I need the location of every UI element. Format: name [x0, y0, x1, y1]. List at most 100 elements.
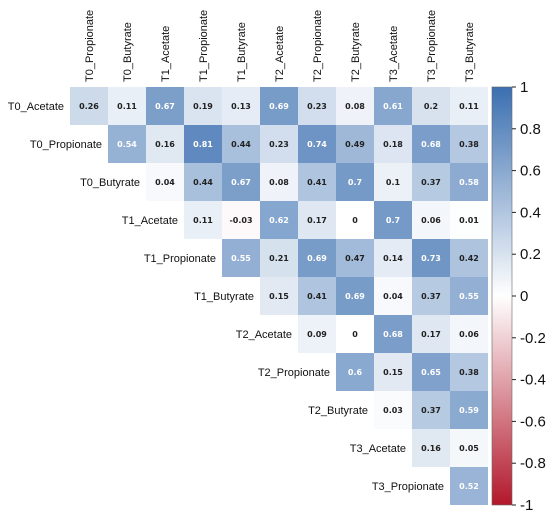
heatmap-cell	[108, 125, 146, 163]
cell-value-label: 0.21	[269, 254, 289, 263]
cell-value-label: 0.13	[231, 102, 251, 111]
heatmap-cell	[450, 201, 488, 239]
cell-value-label: 0.08	[345, 102, 365, 111]
cell-value-label: 0.42	[459, 254, 479, 263]
heatmap-cell	[70, 87, 108, 125]
cell-value-label: 0.69	[345, 292, 365, 301]
heatmap-cell	[450, 163, 488, 201]
heatmap-cell	[450, 467, 488, 505]
cell-value-label: 0.2	[424, 102, 438, 111]
cell-value-label: 0.15	[269, 292, 289, 301]
column-label: T2_Propionate	[312, 10, 324, 82]
row-label: T2_Propionate	[258, 367, 330, 379]
heatmap-cell	[298, 87, 336, 125]
heatmap-cell	[260, 163, 298, 201]
column-label: T1_Propionate	[198, 10, 210, 82]
heatmap-cell	[146, 163, 184, 201]
cell-value-label: 0.14	[383, 254, 403, 263]
colorbar-tick-label: 0.4	[520, 204, 541, 221]
cell-value-label: 0.69	[307, 254, 327, 263]
cell-value-label: 0.37	[421, 178, 441, 187]
row-label: T0_Butyrate	[80, 177, 140, 189]
cell-value-label: 0.09	[307, 330, 327, 339]
heatmap-cell	[260, 201, 298, 239]
cell-value-label: 0.44	[193, 178, 213, 187]
heatmap-cell	[374, 87, 412, 125]
cell-value-label: 0.16	[155, 140, 175, 149]
heatmap-cell	[412, 163, 450, 201]
column-label: T0_Propionate	[84, 10, 96, 82]
column-label: T3_Acetate	[388, 26, 400, 82]
heatmap-cell	[374, 391, 412, 429]
heatmap-cell	[374, 125, 412, 163]
heatmap-cell	[336, 315, 374, 353]
colorbar-tick-label: -0.2	[520, 330, 546, 347]
colorbar-tick-label: -0.8	[520, 455, 546, 472]
row-label: T2_Butyrate	[308, 405, 368, 417]
row-label: T2_Acetate	[236, 329, 292, 341]
heatmap-cell	[298, 125, 336, 163]
colorbar-tick-label: 0	[520, 288, 528, 305]
heatmap-cell	[260, 125, 298, 163]
heatmap-cell	[374, 353, 412, 391]
colorbar-tick-label: 0.6	[520, 163, 541, 180]
heatmap-cell	[412, 391, 450, 429]
heatmap-cell	[374, 239, 412, 277]
cell-value-label: 0.23	[307, 102, 327, 111]
cell-value-label: 0.19	[193, 102, 213, 111]
cell-value-label: 0.41	[307, 292, 327, 301]
cell-value-label: 0.37	[421, 292, 441, 301]
heatmap-cell	[184, 163, 222, 201]
cell-value-label: 0.49	[345, 140, 365, 149]
column-label: T2_Butyrate	[350, 22, 362, 82]
heatmap-cell	[336, 125, 374, 163]
column-label: T2_Acetate	[274, 26, 286, 82]
heatmap-cell	[222, 201, 260, 239]
colorbar-tick-label: -0.4	[520, 372, 546, 389]
cell-value-label: 0.38	[459, 140, 479, 149]
heatmap-cell	[450, 239, 488, 277]
cell-value-label: 0.01	[459, 216, 479, 225]
heatmap-cell	[412, 239, 450, 277]
row-label: T1_Propionate	[144, 253, 216, 265]
cell-value-label: 0.08	[269, 178, 289, 187]
row-label: T1_Butyrate	[194, 291, 254, 303]
cell-value-label: 0.03	[383, 406, 403, 415]
row-label: T0_Acetate	[8, 101, 64, 113]
cell-value-label: 0.81	[193, 140, 213, 149]
cell-value-label: 0.67	[155, 102, 175, 111]
colorbar-tick-label: 0.2	[520, 246, 541, 263]
heatmap-cell	[184, 125, 222, 163]
heatmap-cell	[146, 125, 184, 163]
heatmap-cell	[298, 163, 336, 201]
cell-value-label: 0.7	[386, 216, 400, 225]
row-label: T3_Acetate	[350, 443, 406, 455]
heatmap-cell	[374, 201, 412, 239]
heatmap-cell	[412, 353, 450, 391]
column-label: T3_Propionate	[426, 10, 438, 82]
cell-value-label: 0.41	[307, 178, 327, 187]
column-label: T1_Butyrate	[236, 22, 248, 82]
cell-value-label: 0.37	[421, 406, 441, 415]
colorbar	[491, 86, 513, 506]
cell-value-label: 0.23	[269, 140, 289, 149]
heatmap-cell	[336, 87, 374, 125]
heatmap-cell	[374, 315, 412, 353]
heatmap-cell	[450, 429, 488, 467]
cell-value-label: 0.59	[459, 406, 479, 415]
cell-value-label: 0.65	[421, 368, 441, 377]
colorbar-tick-label: -1	[520, 497, 533, 514]
cell-value-label: 0.11	[117, 102, 137, 111]
cell-value-label: 0.26	[79, 102, 99, 111]
cell-value-label: 0.17	[421, 330, 441, 339]
heatmap-cell	[412, 429, 450, 467]
cell-value-label: 0.55	[459, 292, 479, 301]
cell-value-label: 0.47	[345, 254, 365, 263]
heatmap-cell	[336, 277, 374, 315]
heatmap-cell	[222, 125, 260, 163]
heatmap-cell	[184, 201, 222, 239]
heatmap-cell	[298, 239, 336, 277]
heatmap-cell	[336, 239, 374, 277]
heatmap-cell	[412, 201, 450, 239]
